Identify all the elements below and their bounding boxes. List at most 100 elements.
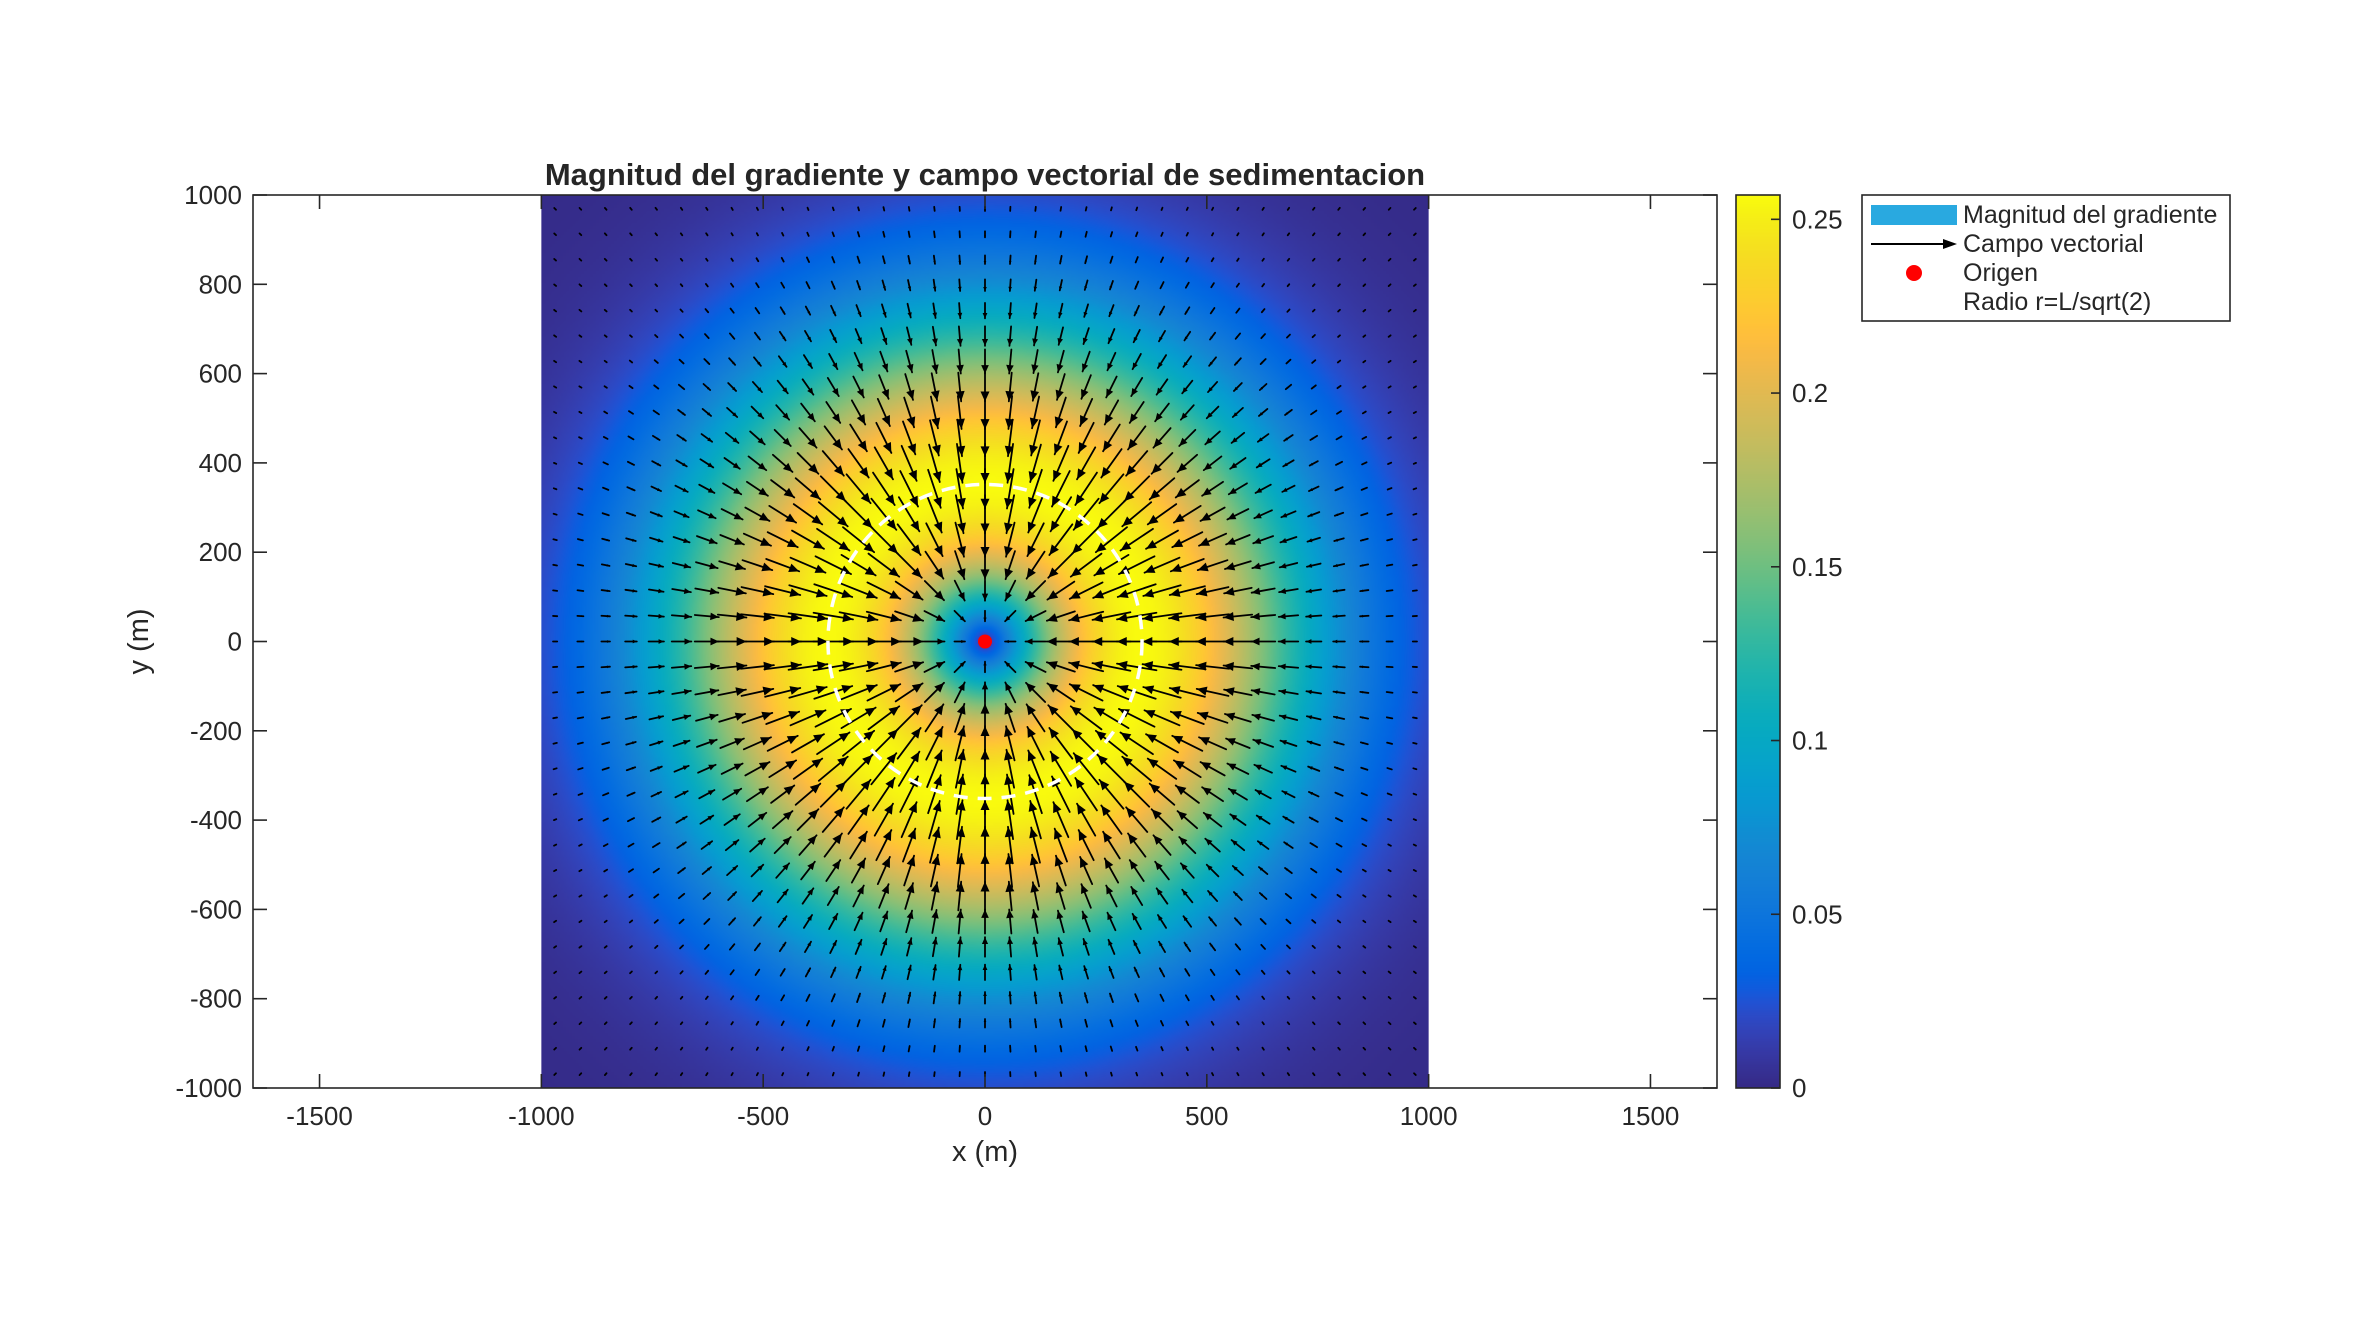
vector-arrow (553, 843, 558, 847)
vector-arrow (553, 996, 557, 1000)
vector-arrow (1227, 482, 1248, 496)
vector-arrow (1413, 232, 1417, 237)
vector-arrow (629, 1072, 633, 1077)
vector-arrow (1079, 856, 1094, 886)
vector-arrow (763, 612, 802, 622)
vector-arrow (1258, 383, 1268, 391)
vector-arrow (744, 506, 771, 522)
vector-arrow (775, 404, 791, 421)
vector-arrow (705, 1046, 709, 1051)
vector-arrow (803, 354, 813, 369)
vector-arrow (878, 374, 890, 400)
vector-arrow (1103, 857, 1120, 884)
vector-arrow (1093, 706, 1130, 730)
vector-arrow (1282, 815, 1295, 824)
vector-arrow (1223, 586, 1253, 596)
vector-arrow (553, 258, 557, 262)
vector-arrow (1100, 804, 1123, 835)
vector-arrow (651, 816, 662, 823)
vector-arrow (929, 419, 941, 457)
vector-arrow (1412, 538, 1418, 542)
vector-arrow (1034, 1044, 1037, 1053)
vector-arrow (1362, 945, 1367, 949)
vector-arrow (896, 727, 922, 760)
vector-arrow (953, 609, 966, 623)
vector-arrow (980, 702, 990, 733)
vector-arrow (578, 385, 583, 389)
vector-arrow (552, 767, 558, 771)
vector-arrow (704, 995, 709, 1000)
vector-arrow (694, 587, 720, 595)
vector-arrow (1359, 614, 1370, 618)
vector-arrow (675, 459, 688, 468)
vector-arrow (1412, 410, 1417, 414)
vector-arrow (1359, 640, 1370, 643)
vector-arrow (679, 232, 684, 237)
vector-arrow (679, 206, 684, 211)
vector-arrow (1230, 431, 1246, 444)
vector-arrow (1305, 689, 1322, 695)
vector-arrow (903, 396, 916, 429)
vector-arrow (1158, 967, 1166, 978)
vector-arrow (1253, 509, 1273, 520)
vector-arrow (1146, 757, 1178, 780)
vector-arrow (770, 479, 796, 499)
vector-arrow (1158, 940, 1166, 953)
vector-arrow (781, 232, 785, 237)
vector-arrow (1007, 963, 1013, 981)
vector-arrow (677, 892, 686, 900)
vector-arrow (654, 206, 658, 211)
vector-arrow (1251, 713, 1275, 722)
vector-arrow (932, 254, 936, 265)
vector-arrow (576, 614, 585, 618)
vector-arrow (1210, 994, 1215, 1001)
vector-arrow (831, 256, 836, 264)
vector-arrow (1211, 206, 1215, 211)
vector-arrow (1004, 418, 1014, 458)
vector-arrow (553, 461, 558, 465)
vector-arrow (907, 230, 911, 238)
vector-arrow (1335, 435, 1343, 441)
vector-arrow (1280, 764, 1297, 773)
vector-arrow (1387, 818, 1393, 822)
vector-arrow (764, 585, 802, 597)
vector-arrow (679, 1021, 684, 1026)
vector-arrow (1305, 715, 1322, 721)
vector-arrow (750, 863, 765, 878)
vector-arrow (654, 257, 658, 262)
vector-arrow (842, 526, 876, 554)
vector-arrow (781, 1072, 785, 1077)
vector-arrow (776, 379, 789, 395)
vector-arrow (1109, 992, 1114, 1003)
vector-arrow (705, 232, 709, 237)
vector-arrow (1184, 306, 1191, 315)
vector-arrow (600, 614, 611, 618)
vector-arrow (600, 665, 611, 669)
vector-arrow (1311, 308, 1316, 313)
vector-arrow (1006, 936, 1014, 958)
vector-arrow (1184, 968, 1191, 977)
vector-arrow (649, 765, 663, 772)
vector-arrow (1254, 483, 1272, 494)
vector-arrow (1222, 612, 1254, 621)
vector-arrow (578, 232, 583, 237)
vector-arrow (1185, 1046, 1189, 1051)
vector-arrow (788, 584, 828, 598)
vector-arrow (780, 281, 786, 289)
vector-arrow (1058, 302, 1064, 319)
vector-arrow (703, 918, 711, 925)
vector-arrow (1182, 915, 1193, 928)
vector-arrow (1119, 527, 1154, 552)
vector-arrow (603, 334, 608, 338)
vector-arrow (1362, 308, 1367, 313)
vector-arrow (578, 308, 583, 313)
vector-arrow (1173, 504, 1202, 524)
vector-arrow (907, 991, 912, 1004)
vector-arrow (602, 843, 609, 847)
vector-arrow (1204, 430, 1221, 446)
vector-arrow (1333, 511, 1345, 517)
vector-arrow (1310, 384, 1317, 390)
vector-arrow (1024, 661, 1047, 673)
x-axis-label: x (m) (952, 1136, 1018, 1168)
vector-arrow (1385, 563, 1394, 567)
